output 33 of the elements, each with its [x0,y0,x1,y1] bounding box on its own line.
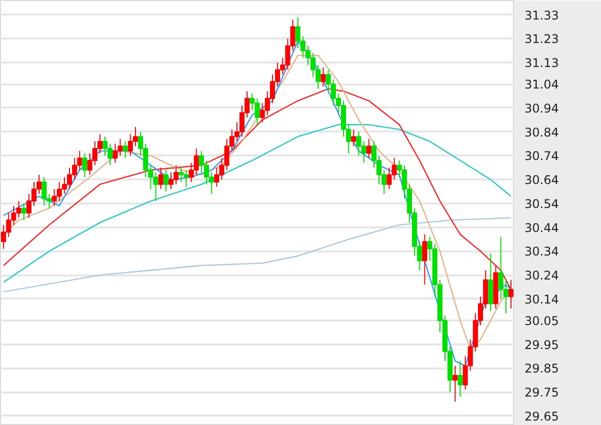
candlestick [163,170,168,192]
y-tick-label: 30.14 [524,292,559,306]
candlestick [122,140,128,159]
candlestick [351,128,356,147]
y-tick-label: 30.44 [524,220,559,235]
y-tick-label: 29.95 [524,338,559,352]
candlestick [458,360,463,398]
y-tick-label: 30.05 [524,314,559,328]
y-tick-label: 30.34 [524,244,559,259]
y-tick-label: 30.64 [524,173,559,188]
y-tick-label: 30.84 [524,125,559,140]
line-series [2,124,512,283]
candlestick [366,138,372,159]
y-tick-label: 31.13 [524,56,559,70]
y-tick-label: 30.94 [524,101,559,116]
candlestick [320,66,326,87]
y-tick-label: 30.54 [524,196,559,211]
y-tick-label: 31.23 [524,32,559,46]
candlestick [488,253,494,312]
candlestick [21,202,26,221]
candlestick [508,279,514,310]
y-tick-label: 31.04 [524,78,559,92]
candlestick [452,365,458,402]
y-tick-label: 29.85 [524,362,559,376]
line-series [2,217,512,292]
candlestick [82,152,88,178]
candlestick [422,234,428,286]
y-tick-label: 31.33 [524,8,559,22]
y-tick-label: 30.74 [524,149,559,164]
y-tick-label: 30.24 [524,268,559,283]
candlestick [158,167,164,190]
y-tick-label: 29.65 [524,409,559,424]
y-tick-label: 29.75 [524,386,559,400]
